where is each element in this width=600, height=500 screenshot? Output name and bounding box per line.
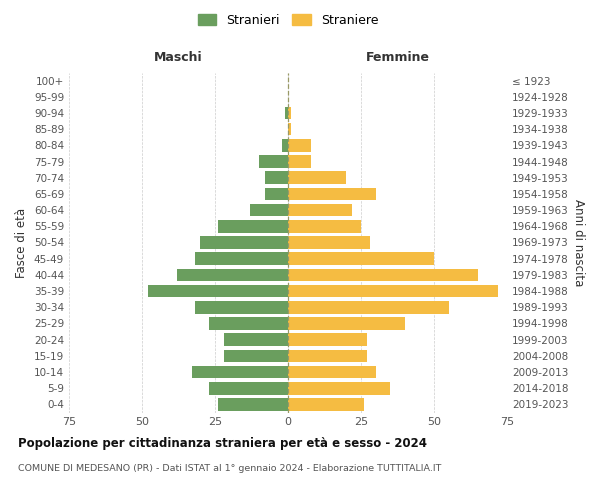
Bar [265,188,288,200]
Legend: Stranieri, Straniere: Stranieri, Straniere [193,8,383,32]
Bar [265,172,288,184]
Bar [288,317,405,330]
Bar [288,350,367,362]
Bar [200,236,288,249]
Bar [288,155,311,168]
Bar [177,268,288,281]
Bar [288,236,370,249]
Bar [288,188,376,200]
Text: Femmine: Femmine [365,50,430,64]
Bar [288,252,434,265]
Bar [288,123,291,136]
Bar [218,398,288,410]
Text: Maschi: Maschi [154,50,203,64]
Bar [288,204,352,216]
Bar [209,317,288,330]
Bar [288,268,478,281]
Bar [288,301,449,314]
Bar [282,139,288,151]
Bar [224,350,288,362]
Bar [288,398,364,410]
Bar [288,139,311,151]
Bar [288,366,376,378]
Bar [191,366,288,378]
Bar [288,220,361,232]
Bar [209,382,288,394]
Bar [285,106,288,120]
Bar [288,382,390,394]
Bar [288,285,498,298]
Bar [218,220,288,232]
Bar [194,252,288,265]
Bar [288,106,291,120]
Bar [288,172,346,184]
Y-axis label: Fasce di età: Fasce di età [16,208,28,278]
Text: COMUNE DI MEDESANO (PR) - Dati ISTAT al 1° gennaio 2024 - Elaborazione TUTTITALI: COMUNE DI MEDESANO (PR) - Dati ISTAT al … [18,464,442,473]
Bar [224,334,288,346]
Bar [259,155,288,168]
Y-axis label: Anni di nascita: Anni di nascita [572,199,585,286]
Text: Popolazione per cittadinanza straniera per età e sesso - 2024: Popolazione per cittadinanza straniera p… [18,438,427,450]
Bar [148,285,288,298]
Bar [288,334,367,346]
Bar [194,301,288,314]
Bar [250,204,288,216]
